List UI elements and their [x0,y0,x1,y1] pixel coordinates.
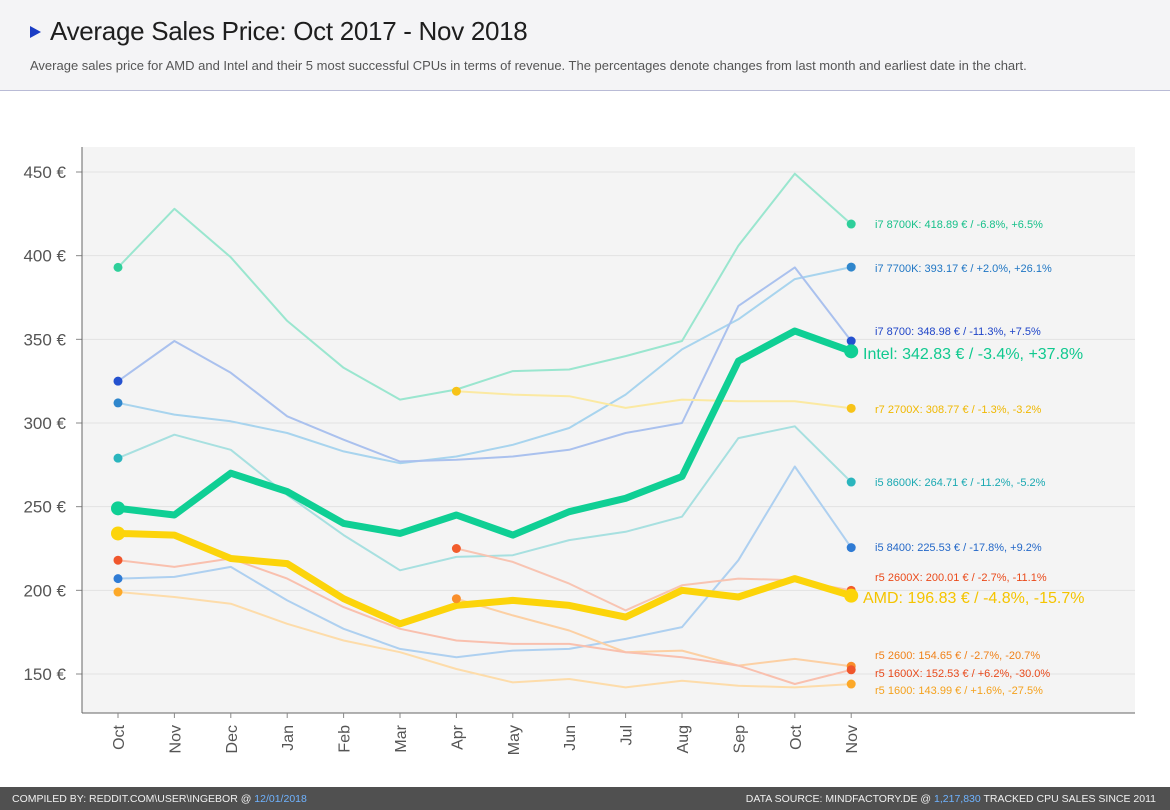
series-label-i5-8600k: i5 8600K: 264.71 € / -11.2%, -5.2% [875,477,1046,489]
series-end-dot-i7-8700k [846,219,856,229]
footer-source-suffix: TRACKED CPU SALES SINCE 2011 [980,793,1156,805]
x-tick-label: Apr [449,724,466,750]
series-end-dot-i5-8400 [846,543,856,553]
series-start-dot-r7-2700x [451,386,461,396]
series-line-r5-2600 [455,597,853,668]
series-line-i7-8700k [117,172,853,401]
series-end-dot-i7-7700k [846,262,856,272]
series-line-amd [114,529,855,628]
series-start-dot-r5-2600 [451,594,461,604]
series-label-r5-2600x: r5 2600X: 200.01 € / -2.7%, -11.1% [875,572,1047,584]
x-tick-label: Oct [111,724,128,749]
series-end-dot-r5-1600x [846,665,856,675]
x-tick-label: Sep [731,725,748,754]
series-line-i7-8700 [117,266,853,463]
x-tick-label: Mar [393,724,410,752]
x-tick-label: Aug [675,725,692,753]
page-subtitle: Average sales price for AMD and Intel an… [30,58,1027,73]
y-tick-label: 450 € [23,163,66,182]
series-start-dot-i7-7700k [113,398,123,408]
series-start-dot-r5-2600x [451,544,461,553]
series-start-dot-r5-1600x [113,555,123,565]
series-label-i7-7700k: i7 7700K: 393.17 € / +2.0%, +26.1% [875,263,1052,275]
series-line-r5-1600 [117,591,853,689]
series-label-intel: Intel: 342.83 € / -3.4%, +37.8% [863,346,1083,363]
title-row: Average Sales Price: Oct 2017 - Nov 2018 [30,16,528,47]
series-label-r5-2600: r5 2600: 154.65 € / -2.7%, -20.7% [875,650,1040,662]
series-line-intel [114,327,855,539]
series-line-i5-8400 [117,465,853,659]
x-tick-label: Jun [562,725,579,751]
x-tick-label: Feb [337,725,354,753]
page-title: Average Sales Price: Oct 2017 - Nov 2018 [50,16,528,46]
series-start-dot-intel [111,501,125,516]
series-label-r5-1600x: r5 1600X: 152.53 € / +6.2%, -30.0% [875,668,1050,680]
series-end-dot-r7-2700x [846,403,856,413]
x-tick-label: May [506,725,523,755]
plot-area [82,147,1135,713]
play-arrow-icon [30,25,41,38]
series-end-dot-i7-8700 [846,336,856,346]
footer-source: DATA SOURCE: MINDFACTORY.DE @ 1,217,830 … [746,793,1156,805]
x-tick-label: Dec [224,725,241,753]
y-tick-label: 300 € [23,414,66,433]
series-start-dot-r5-1600 [113,587,123,597]
y-tick-label: 350 € [23,330,66,349]
series-end-dot-r5-1600 [846,679,856,689]
series-label-i7-8700k: i7 8700K: 418.89 € / -6.8%, +6.5% [875,219,1043,231]
series-start-dot-i5-8400 [113,574,123,584]
series-end-dot-intel [844,344,859,359]
y-tick-label: 400 € [23,247,66,266]
series-start-dot-i7-8700 [113,376,123,386]
footer-credit: COMPILED BY: REDDIT.COM\USER\INGEBOR @ 1… [12,793,307,805]
series-label-r5-1600: r5 1600: 143.99 € / +1.6%, -27.5% [875,685,1043,697]
series-label-i7-8700: i7 8700: 348.98 € / -11.3%, +7.5% [875,326,1041,338]
y-tick-label: 200 € [23,581,66,600]
x-tick-label: Nov [844,725,861,753]
line-chart: 150 € 200 € 250 € 300 € 350 € 400 € 450 € Oct No… [23,147,1135,755]
series-start-dot-amd [111,526,125,541]
y-tick-label: 250 € [23,498,66,517]
series-label-i5-8400: i5 8400: 225.53 € / -17.8%, +9.2% [875,542,1042,554]
footer-credit-text: COMPILED BY: REDDIT.COM\USER\INGEBOR @ [12,793,255,805]
footer-count: 1,217,830 [934,793,981,805]
x-tick-label: Jan [280,725,297,751]
footer: COMPILED BY: REDDIT.COM\USER\INGEBOR @ 1… [0,787,1170,810]
series-label-r7-2700x: r7 2700X: 308.77 € / -1.3%, -3.2% [875,404,1042,416]
footer-source-text: DATA SOURCE: MINDFACTORY.DE @ [745,793,935,805]
footer-date: 12/01/2018 [254,793,307,805]
series-line-r7-2700x [455,390,853,410]
x-tick-label: Oct [788,724,805,749]
series-start-dot-i7-8700k [113,262,123,272]
x-tick-label: Nov [167,725,184,753]
series-start-dot-i5-8600k [113,453,123,463]
series-end-dot-amd [844,588,859,603]
series-label-amd: AMD: 196.83 € / -4.8%, -15.7% [863,590,1084,607]
header: Average Sales Price: Oct 2017 - Nov 2018… [0,0,1170,91]
y-tick-label: 150 € [23,665,66,684]
x-tick-label: Jul [619,725,636,745]
series-end-dot-i5-8600k [846,477,856,487]
